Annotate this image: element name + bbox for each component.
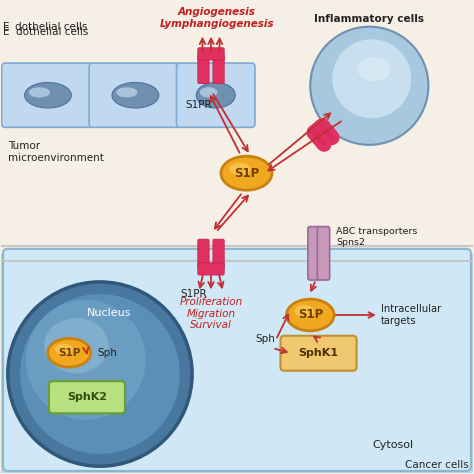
FancyBboxPatch shape bbox=[198, 55, 209, 83]
Text: Cytosol: Cytosol bbox=[373, 440, 413, 450]
Text: SphK1: SphK1 bbox=[299, 348, 338, 358]
FancyBboxPatch shape bbox=[49, 381, 125, 413]
FancyBboxPatch shape bbox=[318, 227, 329, 280]
Ellipse shape bbox=[196, 82, 235, 108]
Ellipse shape bbox=[19, 293, 181, 455]
Ellipse shape bbox=[112, 82, 159, 108]
Ellipse shape bbox=[286, 299, 334, 331]
Text: Sph: Sph bbox=[98, 348, 118, 358]
FancyBboxPatch shape bbox=[3, 249, 471, 471]
Text: S1P: S1P bbox=[58, 348, 81, 358]
FancyBboxPatch shape bbox=[89, 63, 182, 128]
Text: Cancer cells: Cancer cells bbox=[405, 459, 469, 470]
Text: S1PR: S1PR bbox=[180, 289, 207, 299]
Ellipse shape bbox=[221, 156, 272, 190]
Text: S1P: S1P bbox=[234, 167, 259, 180]
FancyBboxPatch shape bbox=[1, 63, 94, 128]
FancyBboxPatch shape bbox=[0, 0, 474, 254]
Circle shape bbox=[310, 27, 428, 145]
Ellipse shape bbox=[116, 87, 137, 98]
Text: Nucleus: Nucleus bbox=[87, 308, 132, 318]
Text: Intracellular
targets: Intracellular targets bbox=[381, 304, 441, 326]
FancyBboxPatch shape bbox=[213, 239, 224, 268]
Text: Proliferation
Migration
Survival: Proliferation Migration Survival bbox=[179, 297, 243, 330]
Text: Tumor
microenvironment: Tumor microenvironment bbox=[8, 141, 104, 163]
FancyBboxPatch shape bbox=[213, 55, 224, 83]
Ellipse shape bbox=[29, 87, 50, 98]
Ellipse shape bbox=[48, 338, 91, 367]
FancyBboxPatch shape bbox=[198, 263, 224, 275]
Text: Angiogenesis
Lymphangiogenesis: Angiogenesis Lymphangiogenesis bbox=[159, 8, 274, 29]
Ellipse shape bbox=[8, 282, 192, 466]
Text: ABC transporters
Spns2: ABC transporters Spns2 bbox=[336, 228, 418, 246]
Text: Inflammatory cells: Inflammatory cells bbox=[314, 14, 424, 24]
Ellipse shape bbox=[25, 82, 72, 108]
Text: E: E bbox=[3, 22, 9, 32]
FancyBboxPatch shape bbox=[198, 239, 209, 268]
Ellipse shape bbox=[26, 300, 146, 420]
Ellipse shape bbox=[44, 318, 109, 374]
Ellipse shape bbox=[229, 163, 251, 175]
FancyBboxPatch shape bbox=[281, 336, 356, 371]
Circle shape bbox=[331, 38, 412, 119]
FancyBboxPatch shape bbox=[176, 63, 255, 128]
FancyBboxPatch shape bbox=[308, 227, 320, 280]
Text: dothelial cells: dothelial cells bbox=[15, 22, 87, 32]
Text: Sph: Sph bbox=[255, 334, 275, 344]
Ellipse shape bbox=[357, 57, 391, 81]
Ellipse shape bbox=[55, 344, 73, 355]
Text: S1PR: S1PR bbox=[185, 100, 211, 110]
Ellipse shape bbox=[200, 87, 218, 98]
Ellipse shape bbox=[294, 305, 314, 317]
Text: dothelial cells: dothelial cells bbox=[16, 27, 88, 36]
FancyBboxPatch shape bbox=[198, 48, 224, 60]
Text: E: E bbox=[3, 27, 9, 36]
Text: SphK2: SphK2 bbox=[67, 392, 107, 402]
Text: S1P: S1P bbox=[298, 309, 323, 321]
FancyBboxPatch shape bbox=[0, 254, 474, 474]
